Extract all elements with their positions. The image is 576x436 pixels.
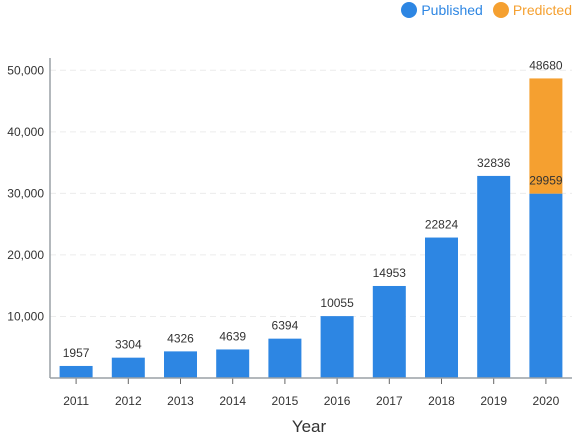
bar-published	[477, 175, 511, 378]
data-label: 14953	[373, 266, 407, 280]
bar-published	[216, 349, 250, 378]
labels-group: 10,000 20,000 30,000 40,000 50,000 1957 2011 33…	[7, 58, 563, 436]
data-label: 3304	[115, 338, 142, 352]
x-tick-label: 2015	[272, 394, 299, 408]
data-label: 22824	[425, 218, 459, 232]
bar-published	[268, 338, 302, 378]
y-tick-label: 30,000	[7, 186, 44, 200]
legend-item-published[interactable]: Published	[401, 2, 483, 18]
data-label: 10055	[320, 296, 354, 310]
x-tick-label: 2013	[167, 394, 194, 408]
data-label: 4639	[219, 329, 246, 343]
x-tick-label: 2019	[480, 394, 507, 408]
bar-published	[320, 316, 354, 378]
bars-group	[59, 78, 563, 378]
x-tick-label: 2020	[533, 394, 560, 408]
data-label: 32836	[477, 156, 511, 170]
bar-published	[529, 193, 563, 378]
legend-item-predicted[interactable]: Predicted	[492, 2, 572, 18]
bar-published	[59, 365, 93, 378]
x-tick-label: 2016	[324, 394, 351, 408]
y-tick-label: 10,000	[7, 309, 44, 323]
bar-published	[111, 357, 145, 378]
x-tick-label: 2018	[428, 394, 455, 408]
x-axis-title: Year	[292, 417, 327, 436]
legend-label-published: Published	[421, 2, 483, 18]
bar-published	[164, 351, 197, 378]
x-tick-label: 2017	[376, 394, 403, 408]
axes-group	[49, 58, 572, 384]
x-tick-label: 2012	[115, 394, 142, 408]
y-tick-label: 40,000	[7, 125, 44, 139]
y-tick-label: 20,000	[7, 248, 44, 262]
chart-legend: Published Predicted	[401, 0, 576, 20]
bar-published	[425, 237, 458, 378]
total-data-label: 48680	[529, 58, 563, 72]
legend-label-predicted: Predicted	[512, 2, 572, 18]
bar-published	[372, 285, 406, 378]
legend-swatch-published	[401, 2, 418, 18]
bar-predicted	[529, 78, 563, 194]
x-tick-label: 2011	[63, 394, 89, 408]
y-tick-label: 50,000	[7, 63, 44, 77]
data-label: 29959	[529, 174, 563, 188]
data-label: 6394	[272, 319, 299, 333]
x-tick-label: 2014	[219, 394, 246, 408]
data-label: 1957	[63, 346, 90, 360]
data-label: 4326	[167, 331, 194, 345]
legend-swatch-predicted	[492, 2, 509, 18]
